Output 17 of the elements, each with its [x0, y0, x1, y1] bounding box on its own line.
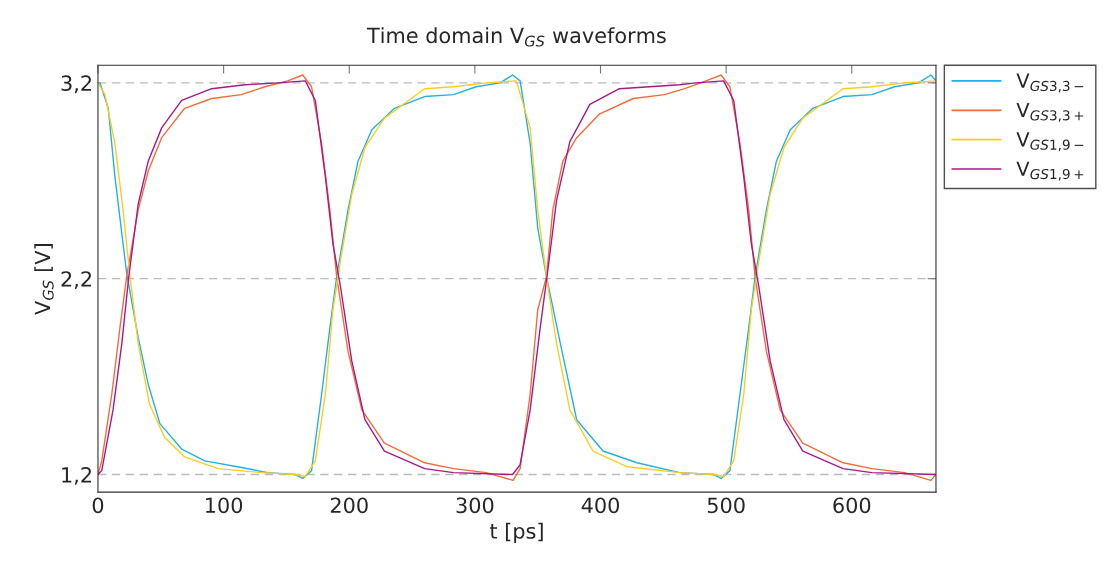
x-tick-label: 0: [92, 497, 104, 514]
x-tick-label: 600: [833, 497, 871, 514]
y-tick-label: 1,2: [62, 466, 92, 485]
x-tick-label: 200: [330, 497, 368, 514]
y-tick-label: 3,2: [61, 75, 92, 94]
legend-label: V$_{GS3,3−}$: [1016, 73, 1084, 93]
x-tick-label: 300: [456, 497, 494, 514]
legend-label: V$_{GS1,9+}$: [1016, 161, 1084, 181]
x-tick-label: 400: [581, 497, 620, 514]
chart-title: Time domain V$_{GS}$ waveforms: [366, 27, 666, 47]
legend-label: V$_{GS3,3+}$: [1016, 102, 1084, 122]
x-tick-label: 500: [707, 497, 745, 514]
y-tick-label: 2,2: [61, 271, 92, 290]
x-tick-label: 100: [206, 497, 243, 514]
legend-label: V$_{GS1,9−}$: [1016, 132, 1084, 152]
x-axis-title: t [ps]: [489, 522, 543, 543]
y-axis-title: V$_{GS}$ [V]: [34, 244, 54, 315]
